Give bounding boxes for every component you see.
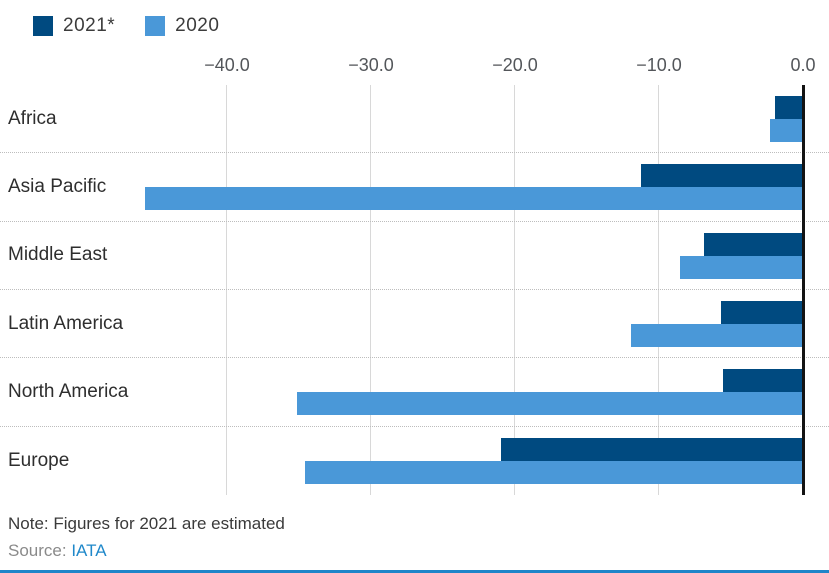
row-label: Europe (8, 449, 70, 471)
x-axis-tick-label: −40.0 (204, 55, 250, 75)
chart-row-middle-east: Middle East (0, 222, 829, 290)
gridline (370, 85, 371, 495)
chart-row-latin-america: Latin America (0, 290, 829, 359)
bar-2020-europe (305, 460, 802, 484)
source-label: Source: (8, 541, 67, 560)
legend-item-2020: 2020 (145, 15, 219, 37)
x-axis-tick-labels: −40.0 −30.0 −20.0 −10.0 0.0 (0, 55, 829, 77)
x-axis-tick-label: 0.0 (790, 55, 816, 75)
row-label: Asia Pacific (8, 175, 107, 197)
legend-label-2021: 2021* (63, 15, 116, 36)
bar-2021-asia-pacific (640, 164, 802, 188)
x-axis-tick-label: −10.0 (636, 55, 682, 75)
row-label: Middle East (8, 244, 108, 266)
chart-note: Note: Figures for 2021 are estimated (8, 514, 285, 533)
source-link-iata[interactable]: IATA (71, 541, 107, 560)
bar-2021-europe (501, 437, 802, 461)
chart-row-north-america: North America (0, 358, 829, 427)
zero-axis-line (802, 85, 805, 495)
x-axis-tick-label: −20.0 (492, 55, 538, 75)
bottom-accent-bar (0, 570, 829, 573)
legend-swatch-2020 (145, 16, 166, 36)
bar-2020-africa (770, 119, 802, 143)
bar-2021-north-america (722, 369, 802, 393)
row-label: Latin America (8, 312, 124, 334)
legend-swatch-2021 (33, 16, 53, 36)
x-axis-tick-label: −30.0 (348, 55, 394, 75)
bar-2020-asia-pacific (145, 187, 802, 211)
bar-2021-africa (774, 96, 802, 120)
legend-label-2020: 2020 (175, 15, 220, 36)
chart-row-europe: Europe (0, 427, 829, 495)
bar-2020-middle-east (679, 255, 802, 279)
source-row: Source: IATA (8, 541, 107, 561)
legend: 2021* 2020 (33, 15, 219, 37)
gridline (226, 85, 227, 495)
legend-item-2021: 2021* (33, 15, 115, 37)
row-label: Africa (8, 107, 57, 129)
bar-2020-latin-america (630, 324, 802, 348)
bar-2020-north-america (296, 392, 802, 416)
row-label: North America (8, 380, 129, 402)
bar-2021-middle-east (704, 232, 802, 256)
gridline (514, 85, 515, 495)
chart-row-africa: Africa (0, 85, 829, 154)
plot-area: Africa Asia Pacific Middle East Latin Ameri… (0, 85, 829, 495)
bar-2021-latin-america (721, 301, 802, 325)
chart-row-asia-pacific: Asia Pacific (0, 153, 829, 222)
gridline (658, 85, 659, 495)
